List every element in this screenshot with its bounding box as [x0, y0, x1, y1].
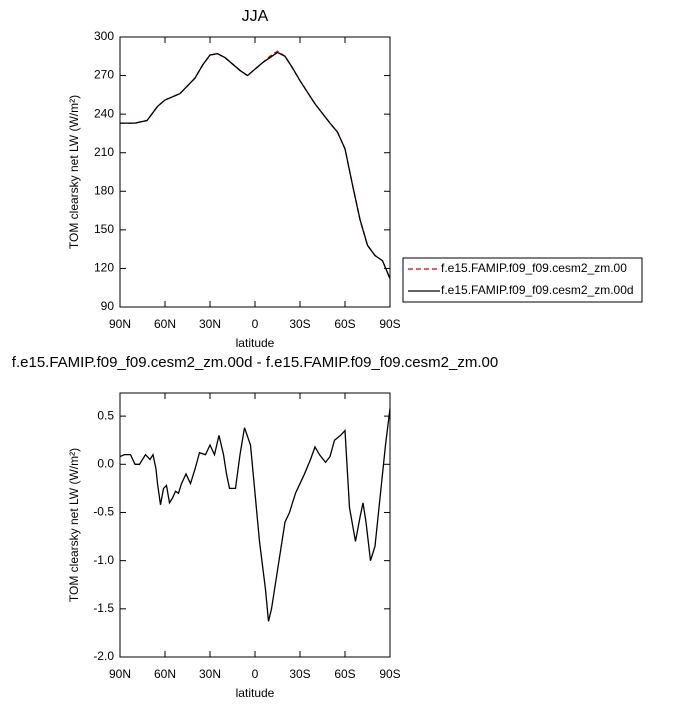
- y-tick-label: 180: [94, 183, 114, 197]
- legend-label: f.e15.FAMIP.f09_f09.cesm2_zm.00: [441, 261, 627, 275]
- data-line: [119, 408, 391, 622]
- y-tick-label: 240: [94, 106, 114, 120]
- chart-title: JJA: [242, 8, 269, 25]
- x-tick-label: 90N: [109, 317, 131, 331]
- x-tick-label: 30S: [289, 667, 310, 681]
- y-tick-label: 270: [94, 68, 114, 82]
- y-tick-label: 150: [94, 222, 114, 236]
- x-tick-label: 30N: [199, 667, 221, 681]
- y-tick-label: 0.5: [97, 408, 114, 422]
- x-axis-label: latitude: [236, 336, 275, 350]
- x-tick-label: 60S: [334, 317, 355, 331]
- x-tick-label: 0: [252, 667, 259, 681]
- data-line: [120, 51, 391, 279]
- y-tick-label: 90: [101, 299, 115, 313]
- x-tick-label: 90S: [379, 317, 400, 331]
- y-axis-label: TOM clearsky net LW (W/m²): [67, 448, 81, 602]
- y-tick-label: -1.5: [93, 601, 114, 615]
- legend-box: [402, 257, 643, 303]
- y-tick-label: -2.0: [93, 649, 114, 663]
- y-tick-label: -1.0: [93, 553, 114, 567]
- y-tick-label: 210: [94, 145, 114, 159]
- y-tick-label: 0.0: [97, 456, 114, 470]
- x-tick-label: 30N: [199, 317, 221, 331]
- chart-title: f.e15.FAMIP.f09_f09.cesm2_zm.00d - f.e15…: [12, 354, 498, 371]
- y-axis-label: TOM clearsky net LW (W/m²): [67, 95, 81, 249]
- y-tick-label: 300: [94, 29, 114, 43]
- x-tick-label: 60S: [334, 667, 355, 681]
- x-tick-label: 90S: [379, 667, 400, 681]
- x-tick-label: 0: [252, 317, 259, 331]
- x-tick-label: 60N: [154, 317, 176, 331]
- y-tick-label: 120: [94, 261, 114, 275]
- x-tick-label: 60N: [154, 667, 176, 681]
- data-line: [120, 50, 391, 279]
- y-tick-label: -0.5: [93, 505, 114, 519]
- x-tick-label: 30S: [289, 317, 310, 331]
- legend-label: f.e15.FAMIP.f09_f09.cesm2_zm.00d: [441, 283, 634, 297]
- x-axis-label: latitude: [236, 686, 275, 700]
- plot-frame: [119, 392, 391, 658]
- x-tick-label: 90N: [109, 667, 131, 681]
